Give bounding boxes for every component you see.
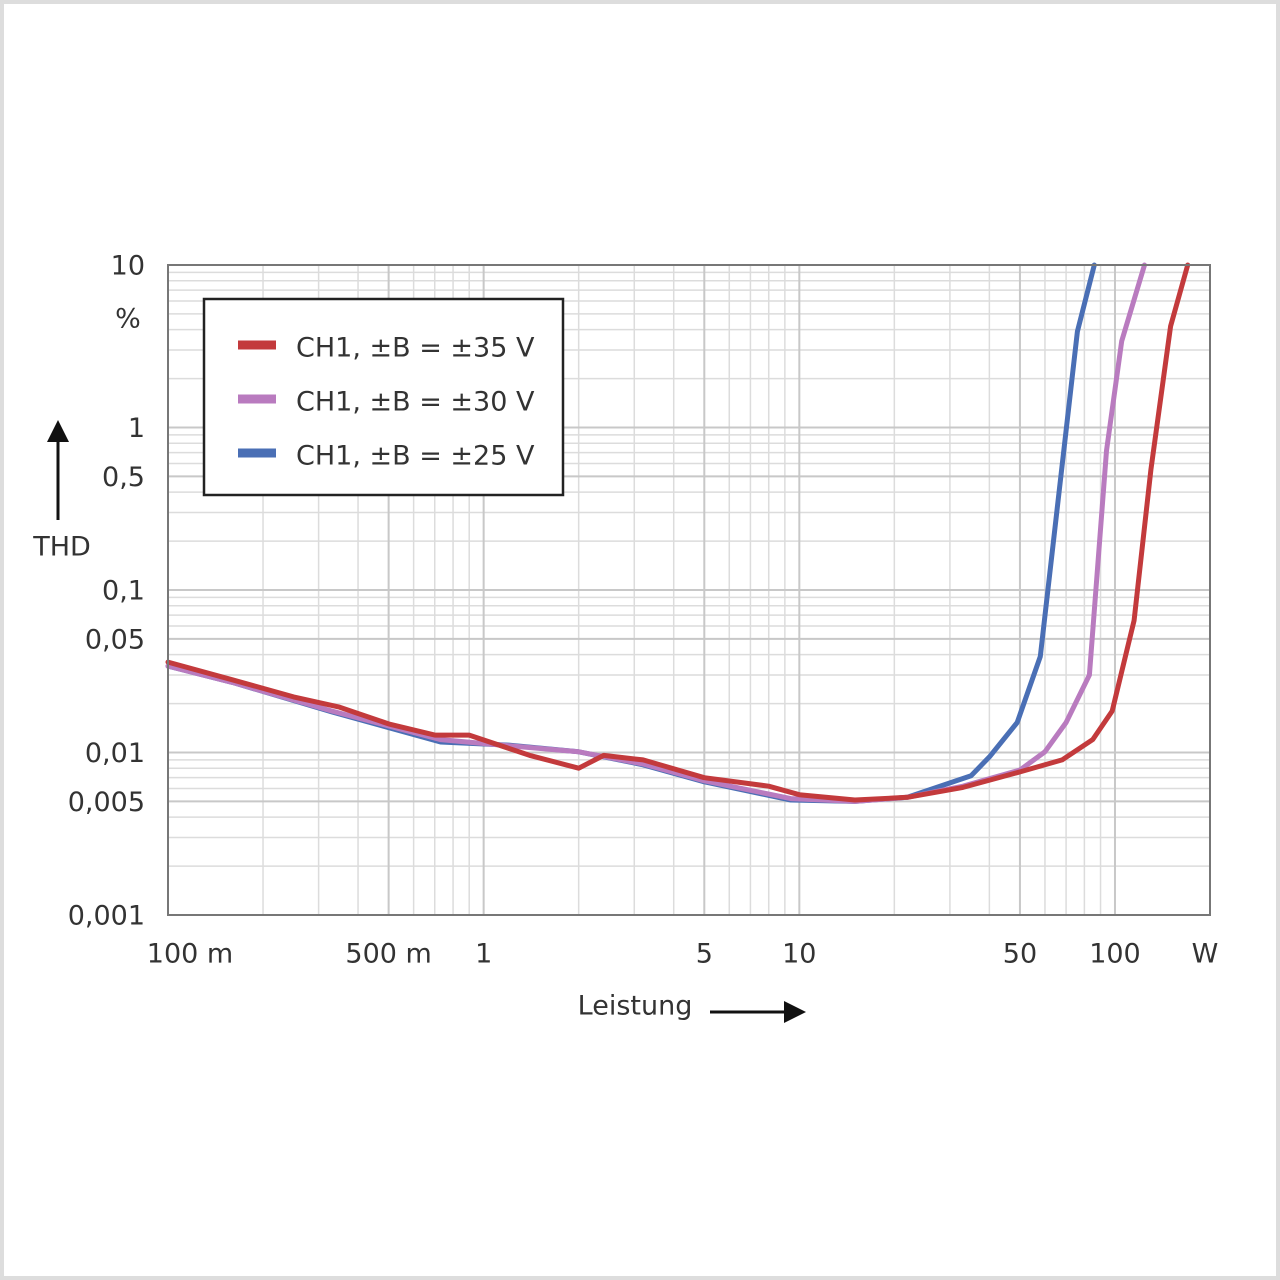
y-tick-label: 0,01 (85, 738, 145, 769)
series-line (165, 262, 1191, 803)
y-tick-label: 0,005 (68, 787, 145, 818)
y-tick-label: 0,001 (68, 901, 145, 932)
x-tick-label: 100 m (147, 939, 233, 970)
y-arrow-head (47, 420, 69, 442)
y-unit: % (115, 304, 141, 335)
y-tick-label: 0,1 (102, 576, 145, 607)
lines (165, 262, 1191, 804)
legend-label: CH1, ±B = ±30 V (296, 387, 535, 418)
y-tick-label: 10 (111, 251, 145, 282)
x-tick-label: 1 (475, 939, 492, 970)
plot-border (167, 264, 1211, 916)
x-arrow-head (784, 1001, 806, 1023)
x-tick-label: 100 (1089, 939, 1141, 970)
x-tick-label: 50 (1003, 939, 1037, 970)
y-tick-label: 1 (128, 413, 145, 444)
x-tick-label: 5 (696, 939, 713, 970)
legend-label: CH1, ±B = ±25 V (296, 441, 535, 472)
x-axis-label: Leistung (578, 991, 693, 1022)
x-tick-label: 500 m (345, 939, 431, 970)
x-unit: W (1192, 939, 1219, 970)
y-axis-label: THD (32, 532, 91, 563)
y-tick-label: 0,05 (85, 624, 145, 655)
legend-label: CH1, ±B = ±35 V (296, 333, 535, 364)
y-tick-label: 0,5 (102, 462, 145, 493)
x-tick-label: 10 (782, 939, 816, 970)
